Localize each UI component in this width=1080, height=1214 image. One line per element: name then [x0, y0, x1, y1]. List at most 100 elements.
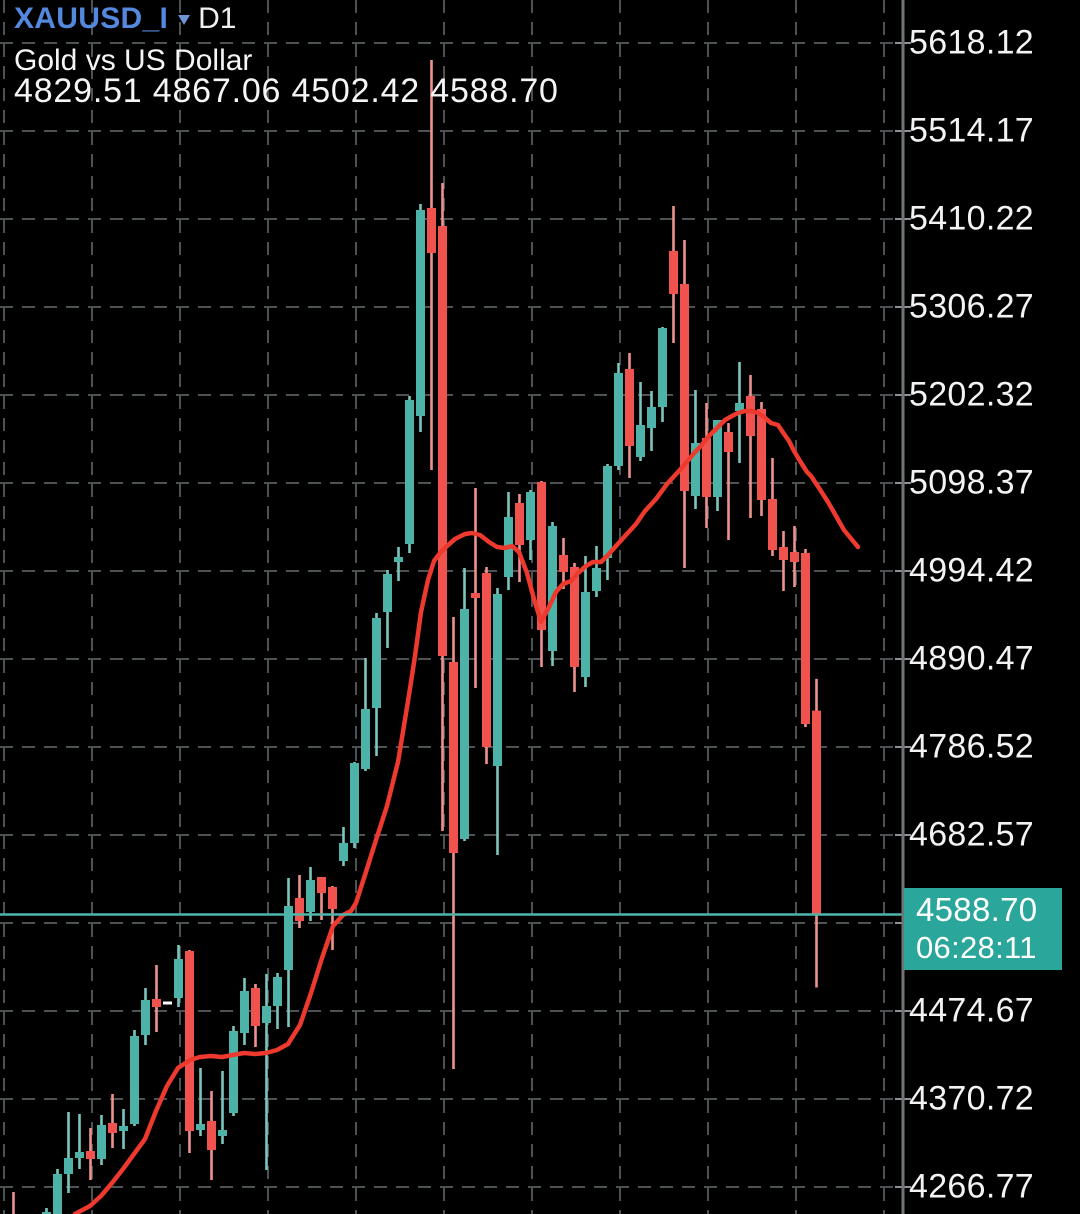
candle-body	[537, 482, 546, 630]
candle-body	[768, 499, 777, 550]
candle-body	[471, 593, 480, 598]
candle-body	[548, 525, 557, 651]
candle-body	[251, 987, 260, 1027]
candle-body	[801, 553, 810, 724]
candle-body	[526, 491, 535, 540]
candle-body	[394, 556, 403, 563]
candle-wick	[749, 375, 752, 518]
candle-body	[273, 977, 282, 1006]
candle-body	[86, 1150, 95, 1160]
candle-body	[449, 661, 458, 853]
price-axis-label: 5514.17	[909, 111, 1035, 150]
candle-wick	[331, 885, 334, 950]
price-axis-label: 4474.67	[909, 991, 1035, 1030]
ohlc-values: 4829.51 4867.06 4502.42 4588.70	[14, 72, 559, 110]
candle-body	[702, 437, 711, 498]
candle-body	[779, 547, 788, 561]
candle-wick	[45, 1208, 48, 1214]
candle-body	[108, 1123, 117, 1133]
price-axis-label: 5618.12	[909, 23, 1035, 62]
candle-body	[625, 369, 634, 446]
candle-body	[42, 1211, 51, 1214]
candle-body	[416, 210, 425, 417]
candle-wick	[155, 964, 158, 1033]
candle-body	[812, 710, 821, 915]
candle-body	[240, 990, 249, 1034]
candle-body	[350, 763, 359, 843]
candle-body	[262, 1005, 271, 1024]
price-axis-label: 5306.27	[909, 287, 1035, 326]
candle-body	[658, 328, 667, 408]
candle-body	[306, 880, 315, 913]
candle-body	[691, 443, 700, 497]
candle-body	[339, 843, 348, 861]
candle-body	[141, 1000, 150, 1035]
candle-body	[746, 395, 755, 436]
candle-body	[229, 1030, 238, 1114]
candle-body	[647, 407, 656, 428]
candle-body	[603, 466, 612, 558]
candle-body	[196, 1123, 205, 1131]
symbol-selector[interactable]: XAUUSD_I D1	[14, 2, 236, 36]
moving-average-line	[72, 408, 861, 1214]
candle-body	[53, 1173, 62, 1214]
candle-body	[185, 950, 194, 1131]
candle-body	[724, 432, 733, 452]
candle-body	[152, 999, 161, 1008]
symbol-description: Gold vs US Dollar	[14, 44, 253, 77]
candle-body	[284, 906, 293, 971]
candle-body	[614, 372, 623, 467]
candle-body	[97, 1124, 106, 1160]
candle-body	[460, 609, 469, 840]
candle-body	[361, 708, 370, 770]
candle-body	[581, 592, 590, 677]
candle-body	[218, 1130, 227, 1137]
price-axis-label: 4786.52	[909, 727, 1035, 766]
dropdown-arrow-icon	[178, 15, 191, 25]
candle-body	[174, 959, 183, 998]
symbol-name[interactable]: XAUUSD_I	[14, 2, 169, 35]
candle-body	[438, 226, 447, 657]
candle-wick	[78, 1114, 81, 1170]
candle-body	[636, 425, 645, 458]
price-axis-label: 5098.37	[909, 463, 1035, 502]
timeframe-label[interactable]: D1	[198, 2, 237, 35]
price-axis-label: 4994.42	[909, 551, 1035, 590]
candle-body	[757, 409, 766, 500]
candle-wick	[727, 423, 730, 540]
candle-body	[295, 898, 304, 922]
candle-body	[493, 594, 502, 766]
candle-body	[383, 573, 392, 612]
candle-body	[559, 555, 568, 572]
candle-wick	[67, 1112, 70, 1194]
candle-body	[515, 503, 524, 546]
candle-wick	[430, 59, 433, 470]
candle-body	[163, 1001, 172, 1005]
price-axis-label: 5410.22	[909, 199, 1035, 238]
price-axis-label: 4682.57	[909, 815, 1035, 854]
candle-body	[713, 419, 722, 498]
candle-body	[482, 572, 491, 747]
price-axis-label: 4890.47	[909, 639, 1035, 678]
candle-body	[372, 618, 381, 708]
candle-body	[64, 1157, 73, 1174]
price-axis-label: 5202.32	[909, 375, 1035, 414]
candle-wick	[111, 1093, 114, 1148]
candle-body	[75, 1152, 84, 1158]
candle-body	[130, 1035, 139, 1124]
candle-body	[735, 403, 744, 411]
candle-body	[592, 568, 601, 591]
candle-wick	[320, 876, 323, 921]
countdown-timer: 06:28:11	[916, 930, 1037, 965]
candle-body	[570, 567, 579, 667]
candle-body	[119, 1125, 128, 1131]
candle-wick	[12, 1192, 15, 1214]
candle-body	[317, 876, 326, 893]
candle-wick	[639, 381, 642, 461]
candle-body	[790, 552, 799, 563]
candle-body	[328, 887, 337, 909]
candle-wick	[199, 1067, 202, 1137]
candle-body	[207, 1121, 216, 1150]
